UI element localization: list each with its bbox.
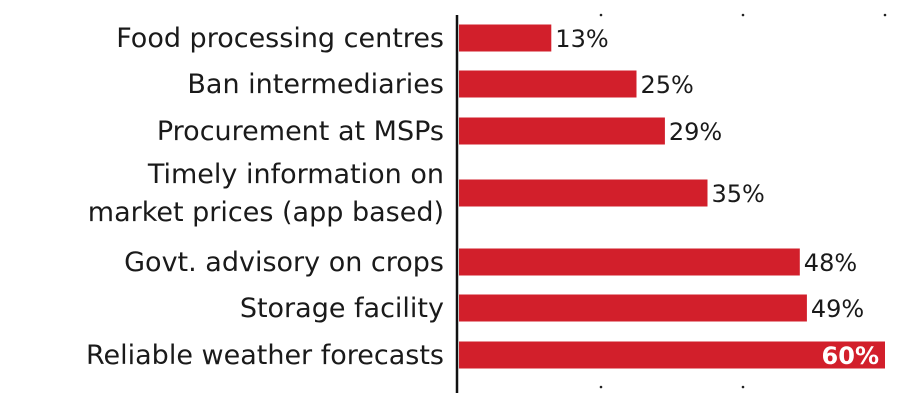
- value-label: 29%: [669, 118, 722, 146]
- bar: [459, 117, 665, 145]
- bar: [459, 341, 885, 369]
- tick-dot-top: [741, 13, 745, 17]
- tick-dot-top: [599, 13, 603, 17]
- bar: [459, 179, 708, 207]
- category-label: Timely information on market prices (app …: [88, 159, 444, 228]
- category-label: Ban intermediaries: [187, 69, 444, 100]
- value-label: 25%: [641, 71, 694, 99]
- value-label: 49%: [811, 295, 864, 323]
- value-label: 35%: [712, 180, 765, 208]
- category-label: Food processing centres: [116, 23, 444, 54]
- category-label: Govt. advisory on crops: [124, 247, 444, 278]
- bar: [459, 24, 552, 52]
- category-label: Procurement at MSPs: [157, 116, 444, 147]
- value-label: 48%: [804, 249, 857, 277]
- bar: [459, 70, 637, 98]
- bar: [459, 294, 807, 322]
- bar: [459, 248, 800, 276]
- tick-dot-bottom: [741, 385, 745, 389]
- value-label: 60%: [822, 342, 879, 370]
- tick-dot-bottom: [599, 385, 603, 389]
- tick-dot-top: [883, 13, 887, 17]
- value-label: 13%: [555, 25, 608, 53]
- category-label: Reliable weather forecasts: [86, 340, 444, 371]
- category-label: Storage facility: [240, 293, 444, 324]
